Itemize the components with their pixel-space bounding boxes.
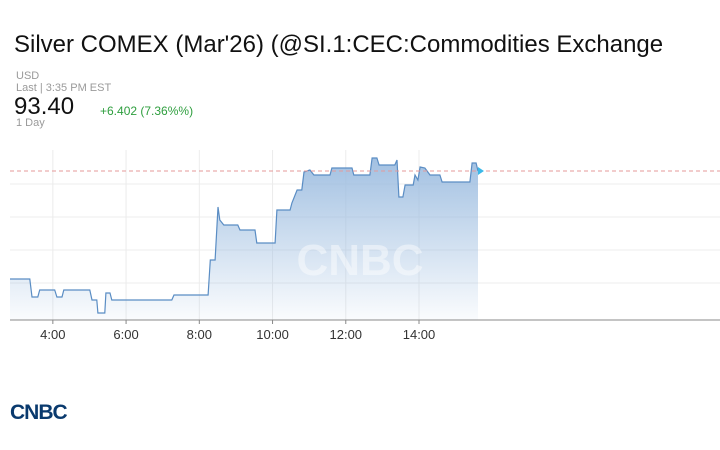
watermark: CNBC: [296, 236, 423, 285]
x-tick-label: 8:00: [187, 327, 212, 342]
currency: USD: [16, 70, 40, 82]
x-tick-label: 12:00: [330, 327, 363, 342]
x-tick-label: 10:00: [256, 327, 289, 342]
last-price: 93.40: [14, 93, 75, 120]
logo: CNBC: [10, 401, 67, 424]
chart-title: Silver COMEX (Mar'26) (@SI.1:CEC:Commodi…: [14, 31, 664, 58]
price-change: +6.402 (7.36%%): [100, 104, 194, 118]
x-tick-label: 14:00: [403, 327, 436, 342]
x-tick-label: 6:00: [113, 327, 138, 342]
plot-area: [10, 150, 720, 320]
area: [10, 158, 478, 320]
x-tick-label: 4:00: [40, 327, 65, 342]
price-line: [10, 157, 479, 314]
last-time: Last | 3:35 PM EST: [16, 82, 112, 94]
range-label: 1 Day: [16, 117, 45, 129]
last-price-marker: [477, 167, 484, 175]
